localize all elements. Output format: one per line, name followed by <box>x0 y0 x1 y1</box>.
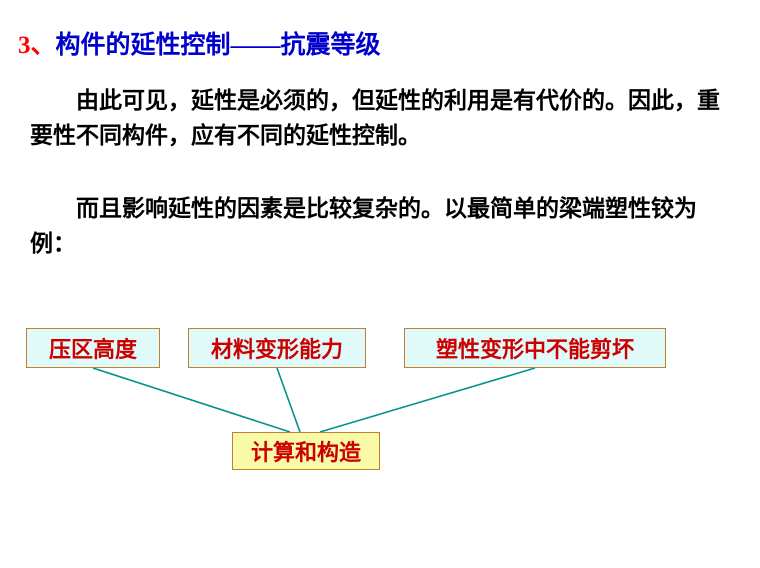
box-compression-zone-height: 压区高度 <box>26 328 160 368</box>
section-heading: 3、构件的延性控制——抗震等级 <box>18 25 381 61</box>
heading-sub: 抗震等级 <box>281 32 381 59</box>
box-plastic-no-shear-failure: 塑性变形中不能剪坏 <box>404 328 666 368</box>
paragraph-2: 而且影响延性的因素是比较复杂的。以最简单的梁端塑性铰为例： <box>30 192 742 261</box>
heading-number: 3、 <box>18 32 56 59</box>
heading-main: 构件的延性控制 <box>56 32 231 59</box>
box-material-deformation: 材料变形能力 <box>188 328 366 368</box>
heading-connector: —— <box>231 32 281 59</box>
paragraph-1: 由此可见，延性是必须的，但延性的利用是有代价的。因此，重要性不同构件，应有不同的… <box>30 84 742 153</box>
box-calculation-construction: 计算和构造 <box>232 432 380 470</box>
